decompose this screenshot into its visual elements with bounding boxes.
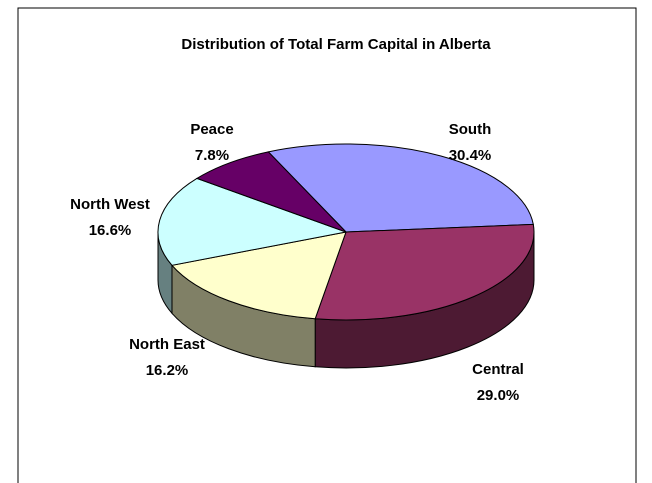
slice-value-label: 30.4% <box>449 147 492 164</box>
slice-value-label: 16.6% <box>89 222 132 239</box>
slice-label: North East <box>129 336 205 353</box>
slice-label: North West <box>70 196 150 213</box>
slice-value-label: 7.8% <box>195 147 229 164</box>
pie-slice <box>267 143 534 233</box>
pie-slice <box>171 231 347 320</box>
pie-slice <box>314 223 535 321</box>
slice-label: South <box>449 121 492 138</box>
slice-value-label: 29.0% <box>477 387 520 404</box>
pie-slice <box>195 151 347 233</box>
slice-label: Peace <box>190 121 233 138</box>
slice-label: Central <box>472 361 524 378</box>
slice-value-label: 16.2% <box>146 362 189 379</box>
chart-title: Distribution of Total Farm Capital in Al… <box>181 36 491 53</box>
pie-slice <box>157 177 348 266</box>
